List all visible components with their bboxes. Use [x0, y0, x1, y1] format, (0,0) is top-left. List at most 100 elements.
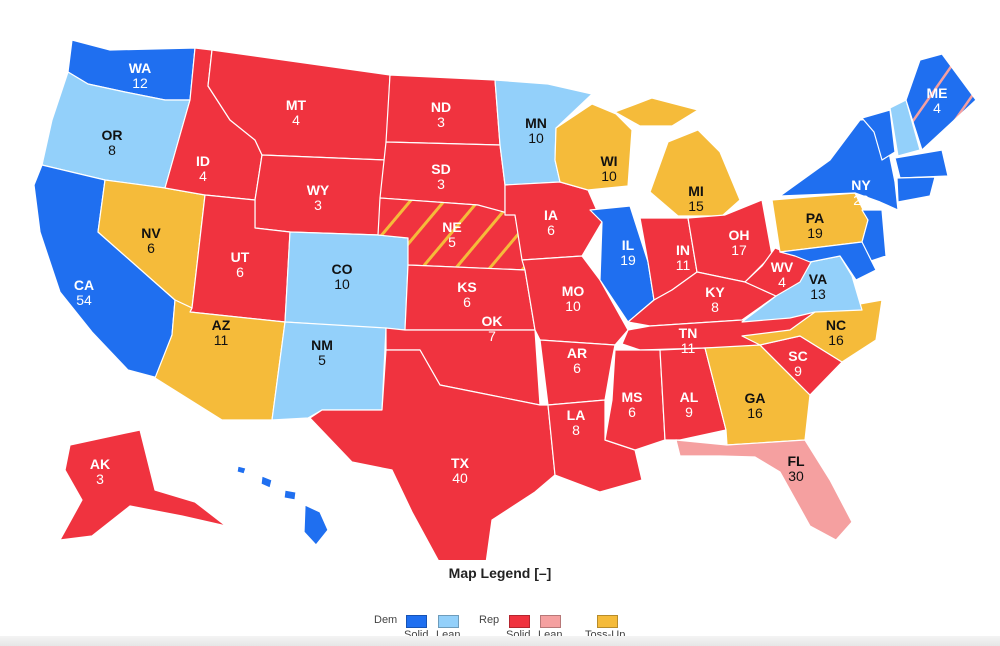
state-abbr: PA: [806, 210, 824, 226]
state-label-wy: WY 3: [307, 182, 330, 213]
electoral-votes: 16: [747, 405, 763, 421]
state-abbr: OH: [729, 227, 750, 243]
electoral-votes: 10: [528, 130, 544, 146]
electoral-votes: 7: [488, 328, 496, 344]
state-tx[interactable]: [309, 349, 556, 560]
state-fl[interactable]: [675, 439, 853, 541]
electoral-votes: 16: [828, 332, 844, 348]
electoral-votes: 5: [448, 234, 456, 250]
state-label-ny: NY 28: [851, 177, 871, 208]
electoral-votes: 6: [628, 404, 636, 420]
state-abbr: IL: [622, 237, 635, 253]
state-label-ca: CA 54: [74, 277, 94, 308]
electoral-votes: 6: [547, 222, 555, 238]
state-md[interactable]: [779, 241, 877, 281]
state-abbr: AR: [567, 345, 587, 361]
state-ak[interactable]: [59, 429, 227, 541]
state-label-la: LA 8: [567, 407, 586, 438]
state-abbr: ND: [431, 99, 451, 115]
electoral-votes: 10: [601, 168, 617, 184]
state-ar[interactable]: [539, 339, 616, 406]
state-al[interactable]: [659, 347, 727, 441]
electoral-votes: 30: [788, 468, 804, 484]
electoral-votes: 9: [794, 363, 802, 379]
state-abbr: WI: [600, 153, 617, 169]
state-wi[interactable]: [554, 103, 633, 191]
state-nh[interactable]: [889, 99, 921, 157]
state-abbr: AL: [680, 389, 699, 405]
map-legend-toggle[interactable]: Map Legend [–]: [448, 565, 552, 581]
state-label-mt: MT 4: [286, 97, 307, 128]
state-label-az: AZ 11: [212, 317, 231, 348]
state-label-pa: PA 19: [806, 210, 824, 241]
state-me[interactable]: [905, 53, 977, 151]
state-abbr: VA: [809, 271, 827, 287]
state-abbr: NE: [442, 219, 461, 235]
state-abbr: OR: [102, 127, 123, 143]
state-label-ms: MS 6: [622, 389, 643, 420]
state-label-wi: WI 10: [600, 153, 617, 184]
state-label-ia: IA 6: [544, 207, 558, 238]
electoral-votes: 19: [620, 252, 636, 268]
legend-rep-solid-swatch: [509, 615, 530, 628]
state-mi[interactable]: [649, 129, 741, 217]
legend-rep-lean-swatch: [540, 615, 561, 628]
state-label-sc: SC 9: [788, 348, 807, 379]
state-abbr: WA: [129, 60, 152, 76]
state-ct[interactable]: [896, 176, 936, 203]
state-label-mi: MI 15: [688, 183, 704, 214]
electoral-votes: 3: [437, 114, 445, 130]
state-label-va: VA 13: [809, 271, 827, 302]
state-abbr: GA: [745, 390, 766, 406]
state-abbr: MO: [562, 283, 585, 299]
electoral-votes: 8: [572, 422, 580, 438]
electoral-votes: 3: [96, 471, 104, 487]
state-la[interactable]: [547, 399, 643, 493]
electoral-votes: 54: [76, 292, 92, 308]
electoral-votes: 40: [452, 470, 468, 486]
state-abbr: TX: [451, 455, 470, 471]
electoral-votes: 6: [463, 294, 471, 310]
legend-dem-solid-swatch: [406, 615, 427, 628]
state-abbr: WY: [307, 182, 330, 198]
state-label-mo: MO 10: [562, 283, 585, 314]
state-hi[interactable]: [303, 504, 329, 546]
electoral-votes: 28: [853, 192, 869, 208]
state-ny[interactable]: [779, 117, 899, 211]
state-vt[interactable]: [861, 109, 896, 161]
state-label-mn: MN 10: [525, 115, 547, 146]
state-abbr: MI: [688, 183, 704, 199]
state-label-tn: TN 11: [679, 325, 698, 356]
electoral-votes: 4: [933, 100, 941, 116]
state-label-sd: SD 3: [431, 161, 450, 192]
state-label-nv: NV 6: [141, 225, 161, 256]
state-abbr: IA: [544, 207, 558, 223]
state-mi[interactable]: [614, 97, 699, 127]
state-label-nm: NM 5: [311, 337, 333, 368]
state-hi[interactable]: [283, 489, 297, 501]
electoral-votes: 19: [807, 225, 823, 241]
electoral-votes: 9: [685, 404, 693, 420]
state-abbr: IN: [676, 242, 690, 258]
state-label-ky: KY 8: [705, 284, 725, 315]
state-abbr: OK: [482, 313, 503, 329]
electoral-votes: 6: [573, 360, 581, 376]
state-abbr: FL: [787, 453, 805, 469]
state-label-id: ID 4: [196, 153, 210, 184]
electoral-votes: 8: [108, 142, 116, 158]
electoral-votes: 4: [292, 112, 300, 128]
state-abbr: NC: [826, 317, 846, 333]
state-abbr: MN: [525, 115, 547, 131]
state-hi[interactable]: [260, 475, 273, 489]
electoral-votes: 10: [334, 276, 350, 292]
electoral-votes: 13: [810, 286, 826, 302]
state-abbr: LA: [567, 407, 586, 423]
state-abbr: AK: [90, 456, 110, 472]
state-nc[interactable]: [741, 299, 883, 363]
state-abbr: KS: [457, 279, 476, 295]
state-label-ga: GA 16: [745, 390, 766, 421]
electoral-votes: 4: [199, 168, 207, 184]
state-abbr: ID: [196, 153, 210, 169]
state-hi[interactable]: [236, 465, 247, 475]
state-ma[interactable]: [894, 149, 949, 179]
